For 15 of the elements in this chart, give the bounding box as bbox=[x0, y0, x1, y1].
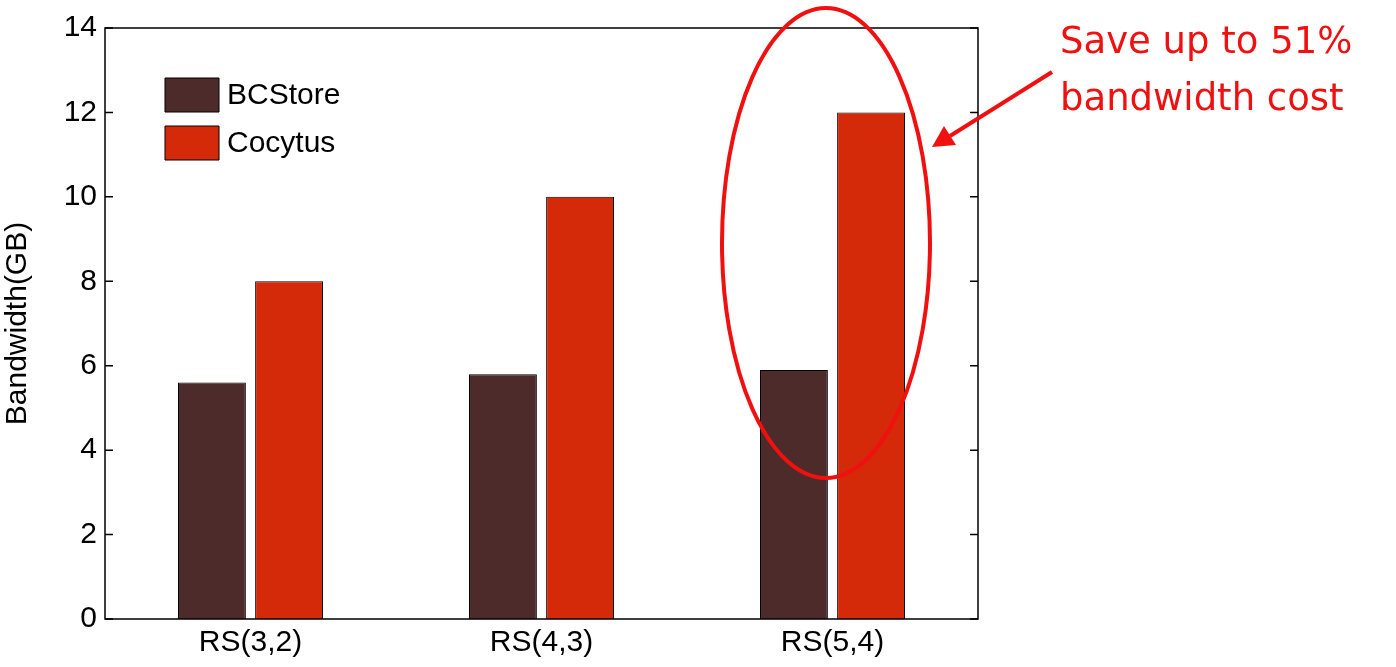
y-tick-label: 6 bbox=[80, 346, 97, 380]
y-tick-label: 8 bbox=[80, 262, 97, 296]
y-tick-label: 0 bbox=[80, 600, 97, 634]
y-axis-title: Bandwidth(GB) bbox=[0, 221, 33, 426]
x-tick-label: RS(3,2) bbox=[198, 624, 303, 658]
y-tick-label: 12 bbox=[63, 93, 97, 127]
legend-label: Cocytus bbox=[227, 125, 336, 159]
y-tick-label: 4 bbox=[80, 431, 97, 465]
text: Save up to 51% bandwidth cost bbox=[1060, 18, 1354, 121]
y-tick-label: 2 bbox=[80, 515, 97, 549]
legend-label: BCStore bbox=[227, 77, 341, 111]
x-tick-label: RS(5,4) bbox=[780, 624, 885, 658]
y-tick-label: 10 bbox=[63, 178, 97, 212]
x-tick-label: RS(4,3) bbox=[489, 624, 594, 658]
y-tick-label: 14 bbox=[63, 9, 97, 43]
